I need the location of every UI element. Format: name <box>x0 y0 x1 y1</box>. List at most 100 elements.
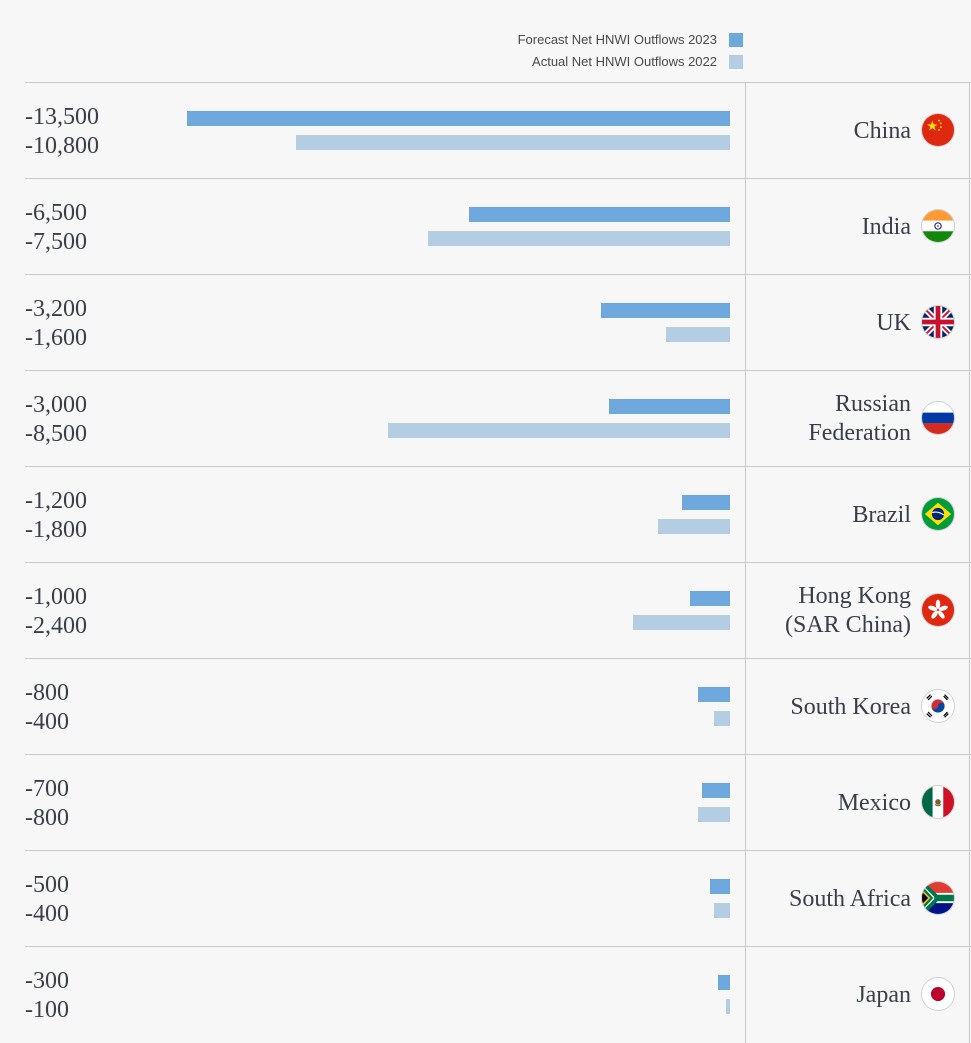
row-edge <box>969 659 970 755</box>
uk-flag-icon <box>921 305 955 339</box>
row-divider <box>745 83 746 179</box>
chart-row: -6,500 -7,500 India <box>25 178 971 275</box>
actual-bar <box>697 807 730 822</box>
forecast-value-label: -13,500 <box>25 104 99 130</box>
country-name-line: UK <box>876 309 911 336</box>
forecast-bar <box>601 303 730 318</box>
legend-actual-swatch <box>729 55 743 69</box>
forecast-bar <box>697 687 730 702</box>
forecast-value-label: -3,200 <box>25 296 87 322</box>
forecast-bar <box>689 591 730 606</box>
country-name: Russian Federation <box>808 390 911 448</box>
forecast-value-label: -300 <box>25 968 69 994</box>
row-edge <box>969 563 970 659</box>
forecast-bar <box>468 207 730 222</box>
country-name-line: South Korea <box>790 693 911 720</box>
row-divider <box>745 755 746 851</box>
row-divider <box>745 371 746 467</box>
actual-value-label: -800 <box>25 805 69 831</box>
actual-bar <box>428 231 730 246</box>
country-name-line: (SAR China) <box>785 612 911 638</box>
country-label: UK <box>711 275 911 371</box>
bar-chart: -13,500 -10,800 China -6,500 -7,500 India -3,2… <box>25 82 971 1043</box>
row-edge <box>969 275 970 371</box>
legend-forecast-label: Forecast Net HNWI Outflows 2023 <box>517 32 717 47</box>
actual-value-label: -1,600 <box>25 325 87 351</box>
hong-kong-flag-icon <box>921 593 955 627</box>
china-flag-icon <box>921 113 955 147</box>
actual-value-label: -400 <box>25 901 69 927</box>
actual-bar <box>725 999 730 1014</box>
row-divider <box>745 947 746 1043</box>
actual-value-label: -7,500 <box>25 229 87 255</box>
actual-bar <box>713 711 730 726</box>
legend-item-forecast: Forecast Net HNWI Outflows 2023 <box>518 30 743 50</box>
south-korea-flag-icon <box>921 689 955 723</box>
india-flag-icon <box>921 209 955 243</box>
country-name-line: South Africa <box>789 885 911 912</box>
row-divider <box>745 851 746 947</box>
country-name-line: Russian <box>834 391 911 417</box>
row-divider <box>745 275 746 371</box>
country-name-line: Federation <box>808 420 911 446</box>
country-name: Japan <box>856 981 911 1010</box>
chart-row: -13,500 -10,800 China <box>25 82 971 179</box>
actual-bar <box>665 327 730 342</box>
country-name: South Korea <box>790 693 911 722</box>
actual-value-label: -2,400 <box>25 613 87 639</box>
country-name-line: Japan <box>856 981 911 1008</box>
row-edge <box>969 179 970 275</box>
country-label: Brazil <box>711 467 911 563</box>
forecast-value-label: -3,000 <box>25 392 87 418</box>
country-label: South Korea <box>711 659 911 755</box>
country-label: South Africa <box>711 851 911 947</box>
row-edge <box>969 947 970 1043</box>
forecast-value-label: -800 <box>25 680 69 706</box>
brazil-flag-icon <box>921 497 955 531</box>
country-name: Hong Kong (SAR China) <box>785 582 911 640</box>
chart-row: -3,200 -1,600 UK <box>25 274 971 371</box>
country-name-line: Brazil <box>852 501 911 528</box>
forecast-value-label: -1,200 <box>25 488 87 514</box>
country-name-line: India <box>861 213 911 240</box>
legend-forecast-swatch <box>729 33 743 47</box>
country-label: India <box>711 179 911 275</box>
forecast-bar <box>187 111 730 126</box>
country-name: Brazil <box>852 501 911 530</box>
country-label: Russian Federation <box>711 371 911 467</box>
country-name-line: Mexico <box>837 789 911 816</box>
row-divider <box>745 179 746 275</box>
legend-item-actual: Actual Net HNWI Outflows 2022 <box>532 52 743 72</box>
russia-flag-icon <box>921 401 955 435</box>
actual-value-label: -8,500 <box>25 421 87 447</box>
actual-bar <box>633 615 730 630</box>
actual-value-label: -400 <box>25 709 69 735</box>
actual-value-label: -1,800 <box>25 517 87 543</box>
forecast-value-label: -6,500 <box>25 200 87 226</box>
japan-flag-icon <box>921 977 955 1011</box>
chart-row: -500 -400 South Africa <box>25 850 971 947</box>
chart-legend: Forecast Net HNWI Outflows 2023 Actual N… <box>0 0 971 82</box>
chart-row: -1,000 -2,400 Hong Kong (SAR China) <box>25 562 971 659</box>
country-label: Hong Kong (SAR China) <box>711 563 911 659</box>
country-name: China <box>854 117 911 146</box>
row-divider <box>745 467 746 563</box>
row-edge <box>969 83 970 179</box>
chart-row: -700 -800 Mexico <box>25 754 971 851</box>
forecast-value-label: -1,000 <box>25 584 87 610</box>
country-name: UK <box>876 309 911 338</box>
chart-row: -3,000 -8,500 Russian Federation <box>25 370 971 467</box>
country-name-line: China <box>853 117 911 144</box>
country-label: Mexico <box>711 755 911 851</box>
row-divider <box>745 563 746 659</box>
row-edge <box>969 371 970 467</box>
country-label: China <box>711 83 911 179</box>
forecast-value-label: -700 <box>25 776 69 802</box>
row-edge <box>969 755 970 851</box>
row-edge <box>969 467 970 563</box>
actual-bar <box>657 519 730 534</box>
chart-row: -1,200 -1,800 Brazil <box>25 466 971 563</box>
south-africa-flag-icon <box>921 881 955 915</box>
forecast-bar <box>681 495 730 510</box>
actual-value-label: -10,800 <box>25 133 99 159</box>
